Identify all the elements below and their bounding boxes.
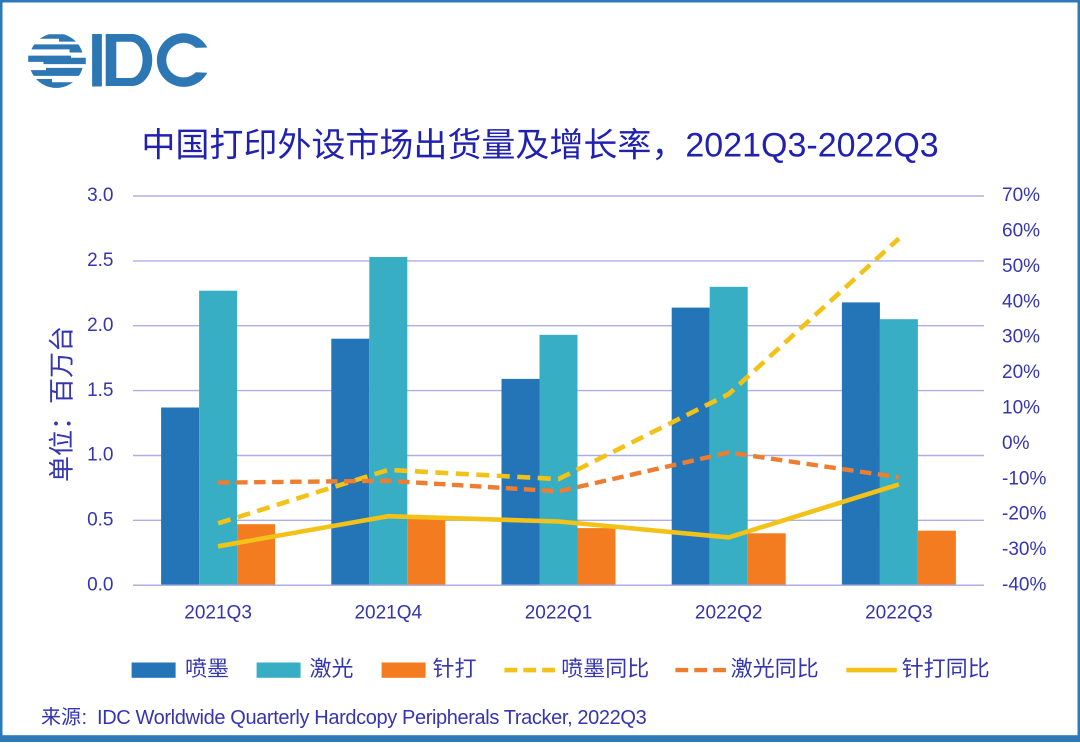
svg-text:0.0: 0.0 [87,574,113,595]
svg-text:2.5: 2.5 [87,250,113,271]
svg-text:3.0: 3.0 [87,185,113,206]
svg-text:2021Q4: 2021Q4 [354,602,422,623]
svg-text:2022Q2: 2022Q2 [695,602,763,623]
svg-text:2.0: 2.0 [87,315,113,336]
svg-text:0%: 0% [1002,433,1030,454]
svg-text:2021Q3: 2021Q3 [184,602,252,623]
svg-text:-30%: -30% [1002,539,1046,560]
svg-text:1.5: 1.5 [87,380,113,401]
svg-text:0.5: 0.5 [87,510,113,531]
svg-text:20%: 20% [1002,362,1040,383]
svg-text:2022Q1: 2022Q1 [525,602,593,623]
svg-text:10%: 10% [1002,398,1040,419]
svg-text:-10%: -10% [1002,468,1046,489]
svg-text:30%: 30% [1002,327,1040,348]
svg-text:-40%: -40% [1002,574,1046,595]
svg-text:2022Q3: 2022Q3 [865,602,933,623]
svg-text:1.0: 1.0 [87,445,113,466]
svg-text:2021Q3-2022Q3: 2021Q3-2022Q3 [685,127,938,165]
svg-text:70%: 70% [1002,185,1040,206]
svg-text:40%: 40% [1002,291,1040,312]
svg-text:: IDC Worldwide Quarterly Har: : IDC Worldwide Quarterly Hardcopy Perip… [82,707,647,729]
svg-text:50%: 50% [1002,256,1040,277]
svg-text:-20%: -20% [1002,504,1046,525]
svg-text:60%: 60% [1002,221,1040,242]
